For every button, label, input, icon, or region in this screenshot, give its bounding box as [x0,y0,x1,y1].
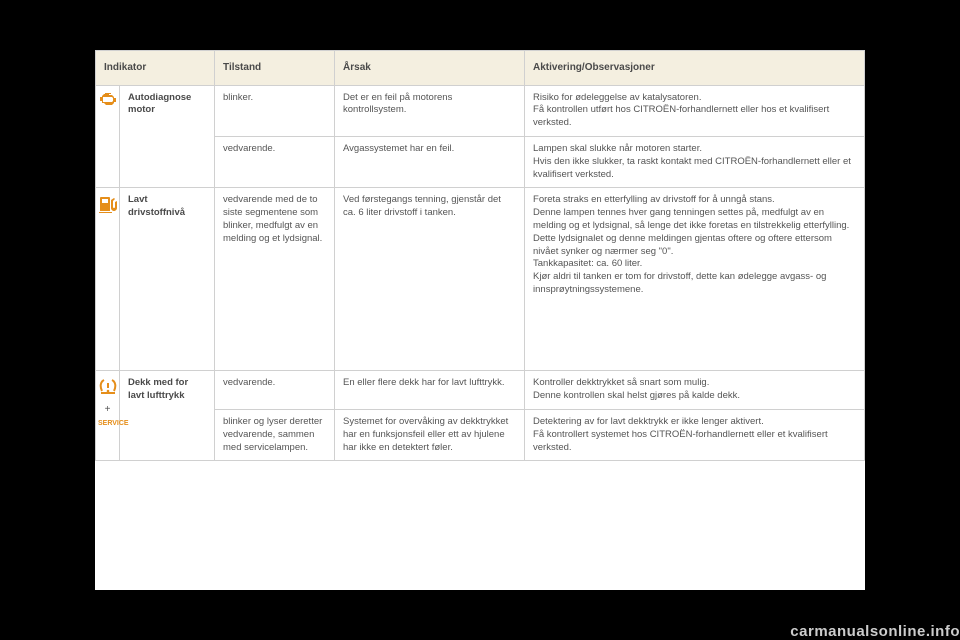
row-name-l1: Lavt [128,194,148,205]
service-label: SERVICE [98,419,117,428]
table-row: Autodiagnose motor blinker. Det er en fe… [96,85,865,136]
cell-arsak: Systemet for overvåking av dekktrykket h… [335,410,525,461]
row-name-l1: Autodiagnose [128,92,191,103]
cell-arsak: En eller flere dekk har for lavt lufttry… [335,371,525,410]
cell-tilstand: blinker og lyser deretter vedvarende, sa… [215,410,335,461]
row-name-l1: Dekk med for [128,377,188,388]
watermark: carmanualsonline.info [790,623,960,640]
th-aktivering: Aktivering/Observasjoner [525,51,865,86]
indicator-table: Indikator Tilstand Årsak Aktivering/Obse… [95,50,865,461]
cell-aktivering: Detektering av for lavt dekktrykk er ikk… [525,410,865,461]
cell-aktivering: Lampen skal slukke når motoren starter.H… [525,136,865,187]
table-row: Lavt drivstoffnivå vedvarende med de to … [96,188,865,371]
th-arsak: Årsak [335,51,525,86]
th-indikator: Indikator [96,51,215,86]
row-name-l2: lavt lufttrykk [128,390,185,401]
icon-cell-fuel [96,188,120,371]
row-name-tire: Dekk med for lavt lufttrykk [120,371,215,461]
cell-tilstand: vedvarende med de to siste segmentene so… [215,188,335,371]
cell-tilstand: vedvarende. [215,136,335,187]
cell-aktivering: Risiko for ødeleggelse av katalysatoren.… [525,85,865,136]
row-name-l2: motor [128,104,155,115]
icon-cell-engine [96,85,120,188]
cell-arsak: Avgassystemet har en feil. [335,136,525,187]
cell-tilstand: vedvarende. [215,371,335,410]
cell-arsak: Ved førstegangs tenning, gjenstår det ca… [335,188,525,371]
row-name-l2: drivstoffnivå [128,207,185,218]
cell-tilstand: blinker. [215,85,335,136]
manual-page: Indikator Tilstand Årsak Aktivering/Obse… [95,50,865,590]
tire-icon [98,377,118,395]
table-row: + SERVICE Dekk med for lavt lufttrykk ve… [96,371,865,410]
fuel-icon [98,194,118,214]
cell-arsak: Det er en feil på motorens kontrollsyste… [335,85,525,136]
cell-aktivering: Foreta straks en etterfylling av drivsto… [525,188,865,371]
cell-aktivering: Kontroller dekktrykket så snart som muli… [525,371,865,410]
plus-sign: + [98,403,117,417]
row-name-autodiagnose: Autodiagnose motor [120,85,215,188]
engine-icon [98,92,118,108]
th-tilstand: Tilstand [215,51,335,86]
row-name-fuel: Lavt drivstoffnivå [120,188,215,371]
table-header-row: Indikator Tilstand Årsak Aktivering/Obse… [96,51,865,86]
icon-cell-tire: + SERVICE [96,371,120,461]
